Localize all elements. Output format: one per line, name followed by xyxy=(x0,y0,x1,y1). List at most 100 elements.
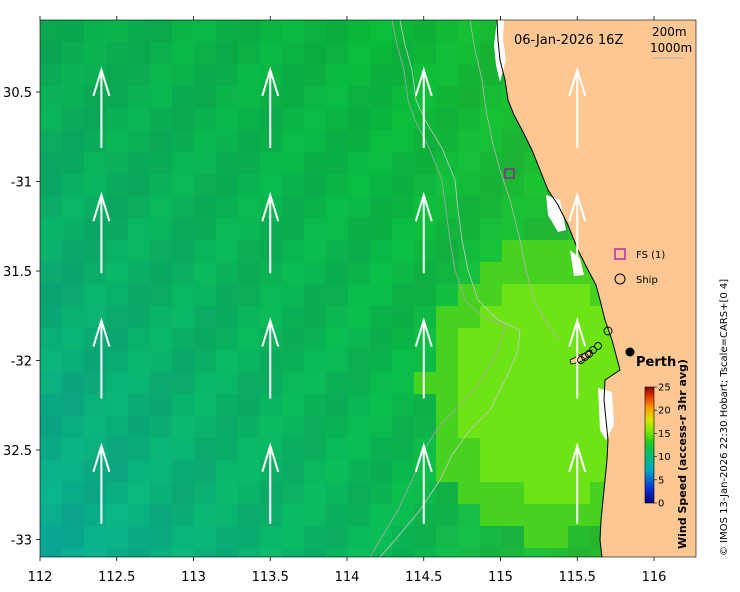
wind-cell xyxy=(216,42,239,65)
wind-cell xyxy=(524,350,547,373)
wind-cell xyxy=(436,416,459,439)
contour-label-200m: 200m xyxy=(652,25,687,39)
wind-cell xyxy=(502,130,525,153)
wind-cell xyxy=(238,460,261,483)
wind-cell xyxy=(194,240,217,263)
wind-cell xyxy=(106,152,129,175)
wind-cell xyxy=(326,42,349,65)
wind-cell xyxy=(370,460,393,483)
fs-legend-label: FS (1) xyxy=(636,250,665,261)
wind-cell xyxy=(392,240,415,263)
wind-cell xyxy=(128,416,151,439)
wind-cell xyxy=(414,548,437,557)
wind-cell xyxy=(194,20,217,43)
wind-cell xyxy=(150,86,173,109)
wind-cell xyxy=(392,284,415,307)
y-tick-label: -31 xyxy=(11,176,32,191)
wind-cell xyxy=(524,438,547,461)
wind-cell xyxy=(172,482,195,505)
wind-cell xyxy=(568,416,591,439)
wind-cell xyxy=(172,284,195,307)
perth-marker[interactable] xyxy=(625,347,635,357)
wind-cell xyxy=(62,196,85,219)
wind-cell xyxy=(128,482,151,505)
wind-cell xyxy=(546,416,569,439)
x-tick-label: 112.5 xyxy=(98,570,135,585)
wind-cell xyxy=(458,460,481,483)
wind-cell xyxy=(326,548,349,557)
wind-cell xyxy=(216,416,239,439)
wind-cell xyxy=(502,262,525,285)
wind-cell xyxy=(84,504,107,527)
wind-cell xyxy=(106,174,129,197)
wind-cell xyxy=(106,416,129,439)
wind-cell xyxy=(458,306,481,329)
wind-cell xyxy=(194,196,217,219)
wind-cell xyxy=(172,306,195,329)
wind-cell xyxy=(172,130,195,153)
wind-cell xyxy=(194,350,217,373)
wind-cell xyxy=(40,284,63,307)
wind-cell xyxy=(304,416,327,439)
fs-marker[interactable] xyxy=(504,168,515,179)
wind-cell xyxy=(304,174,327,197)
wind-cell xyxy=(326,196,349,219)
wind-cell xyxy=(172,504,195,527)
wind-cell xyxy=(480,526,503,549)
wind-cell xyxy=(458,548,481,557)
contour-label-1000m: 1000m xyxy=(650,41,692,55)
wind-cell xyxy=(40,152,63,175)
wind-cell xyxy=(106,526,129,549)
wind-cell xyxy=(436,350,459,373)
wind-cell xyxy=(370,20,393,43)
wind-cell xyxy=(84,394,107,417)
wind-cell xyxy=(458,174,481,197)
wind-cell xyxy=(502,526,525,549)
wind-cell xyxy=(128,460,151,483)
wind-cell xyxy=(128,306,151,329)
wind-cell xyxy=(370,416,393,439)
wind-cell xyxy=(62,306,85,329)
wind-cell xyxy=(304,130,327,153)
x-axis: 112 112.5 113 113.5 114 114.5 115 115.5 116 xyxy=(28,16,666,585)
wind-cell xyxy=(502,372,525,395)
y-tick-label: 31.5 xyxy=(3,265,32,280)
wind-cell xyxy=(348,64,371,87)
wind-arrow xyxy=(261,191,280,274)
wind-arrows xyxy=(92,66,587,524)
wind-cell xyxy=(172,438,195,461)
wind-cell xyxy=(524,306,547,329)
wind-cell xyxy=(392,328,415,351)
wind-cell xyxy=(150,152,173,175)
wind-cell xyxy=(150,438,173,461)
wind-cell xyxy=(348,152,371,175)
wind-cell xyxy=(524,460,547,483)
wind-cell xyxy=(238,20,261,43)
wind-cell xyxy=(40,548,63,557)
perth-label: Perth xyxy=(636,355,676,370)
wind-cell xyxy=(392,262,415,285)
wind-cell xyxy=(304,196,327,219)
wind-cell xyxy=(282,42,305,65)
wind-cell xyxy=(392,20,415,43)
wind-cell xyxy=(150,262,173,285)
wind-cell xyxy=(128,328,151,351)
wind-cell xyxy=(480,196,503,219)
wind-cell xyxy=(194,482,217,505)
wind-cell xyxy=(568,372,591,395)
wind-cell xyxy=(502,460,525,483)
ship-legend-icon xyxy=(614,273,626,285)
wind-cell xyxy=(392,306,415,329)
colorbar-tick-label: 5 xyxy=(658,475,664,486)
wind-cell xyxy=(238,482,261,505)
wind-arrow xyxy=(568,442,587,524)
wind-cell xyxy=(348,460,371,483)
wind-cell xyxy=(414,306,437,329)
wind-cell xyxy=(458,196,481,219)
wind-cell xyxy=(458,240,481,263)
wind-cell xyxy=(84,240,107,263)
wind-cell xyxy=(238,416,261,439)
wind-cell xyxy=(62,394,85,417)
wind-cell xyxy=(348,240,371,263)
